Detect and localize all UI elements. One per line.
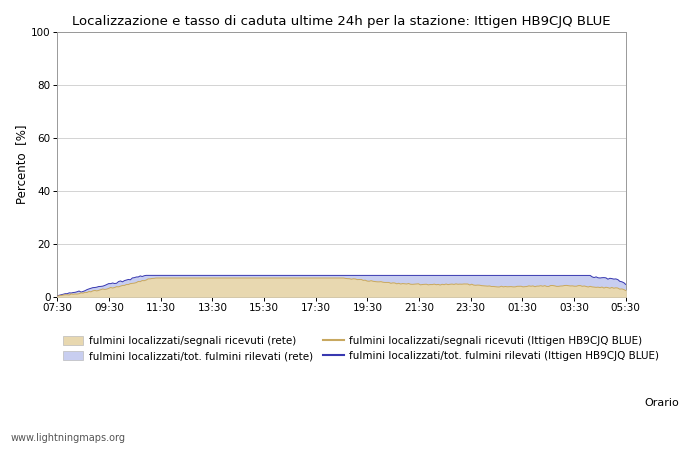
Title: Localizzazione e tasso di caduta ultime 24h per la stazione: Ittigen HB9CJQ BLUE: Localizzazione e tasso di caduta ultime … bbox=[72, 15, 611, 28]
Y-axis label: Percento  [%]: Percento [%] bbox=[15, 125, 28, 204]
Text: www.lightningmaps.org: www.lightningmaps.org bbox=[10, 433, 125, 443]
Legend: fulmini localizzati/segnali ricevuti (rete), fulmini localizzati/tot. fulmini ri: fulmini localizzati/segnali ricevuti (re… bbox=[62, 336, 659, 361]
Text: Orario: Orario bbox=[644, 398, 679, 408]
